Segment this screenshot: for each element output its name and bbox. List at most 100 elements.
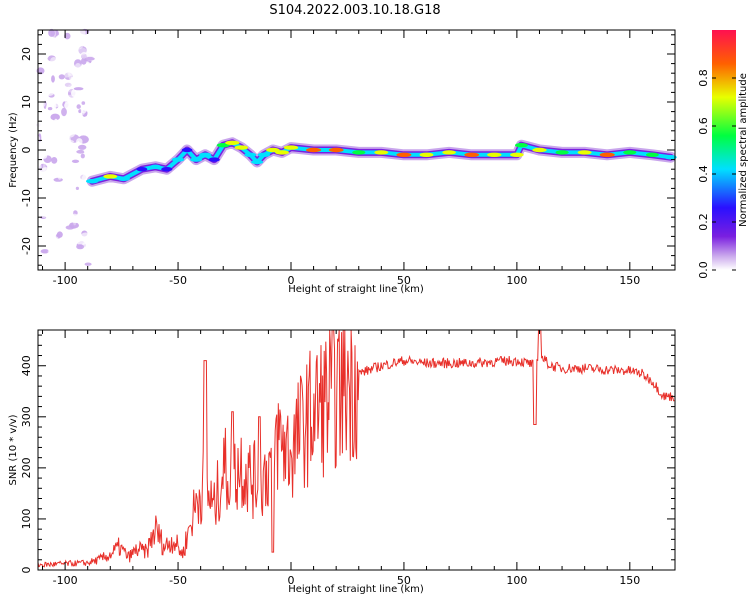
noise-speckle	[84, 262, 92, 266]
ridge-point	[555, 150, 569, 155]
noise-speckle	[182, 205, 188, 212]
noise-speckle	[81, 51, 87, 59]
noise-speckle	[64, 82, 72, 87]
noise-speckle	[85, 207, 89, 216]
noise-speckle	[58, 74, 65, 80]
noise-speckle	[57, 149, 61, 153]
noise-speckle	[57, 171, 62, 180]
noise-speckle	[79, 209, 90, 214]
noise-speckle	[65, 246, 73, 255]
noise-speckle	[97, 205, 104, 210]
y-tick-label: 400	[20, 355, 33, 376]
noise-speckle	[57, 138, 68, 148]
noise-speckle	[41, 150, 48, 159]
ridge-point	[510, 152, 524, 157]
noise-speckle	[123, 128, 128, 134]
noise-speckle	[43, 239, 47, 245]
noise-speckle	[80, 153, 85, 159]
noise-speckle	[60, 167, 71, 171]
ridge-point	[515, 143, 528, 148]
noise-speckle	[246, 234, 252, 238]
noise-speckle	[176, 193, 183, 197]
noise-speckle	[62, 215, 71, 224]
y-tick-label: 0	[20, 147, 33, 154]
noise-speckle	[81, 53, 87, 59]
noise-speckle	[200, 133, 206, 136]
noise-speckle	[37, 203, 45, 208]
noise-speckle	[98, 59, 104, 64]
figure-title: S104.2022.003.10.18.G18	[269, 3, 440, 18]
noise-speckle	[87, 243, 94, 248]
noise-speckle	[55, 263, 63, 271]
noise-speckle	[52, 102, 57, 110]
noise-speckle	[236, 50, 240, 54]
noise-speckle	[79, 73, 86, 79]
noise-speckle	[86, 253, 92, 259]
noise-speckle	[85, 235, 90, 240]
noise-speckle	[102, 262, 107, 266]
x-tick-label: 50	[397, 574, 411, 587]
noise-speckle	[48, 164, 60, 171]
ridge-point	[181, 147, 193, 153]
noise-speckle	[75, 255, 82, 260]
noise-speckle	[78, 144, 87, 150]
noise-speckle	[78, 69, 84, 74]
noise-speckle	[40, 120, 52, 126]
noise-speckle	[80, 111, 85, 115]
noise-speckle	[38, 164, 42, 170]
ridge-point	[149, 164, 162, 169]
snr-series	[37, 329, 675, 568]
noise-speckle	[77, 163, 87, 171]
noise-speckle	[41, 211, 47, 218]
noise-speckle	[86, 49, 94, 57]
noise-speckle	[129, 126, 135, 131]
noise-speckle	[131, 115, 137, 120]
noise-speckle	[51, 75, 55, 83]
x-tick-label: 0	[287, 274, 294, 287]
colorbar-label: Normalized spectral amplitude	[738, 73, 749, 227]
noise-speckle	[76, 203, 82, 209]
noise-speckle	[38, 192, 46, 198]
ridge-point	[199, 152, 212, 157]
noise-speckle	[77, 47, 87, 56]
noise-speckle	[39, 238, 47, 246]
noise-speckle	[65, 129, 76, 138]
x-tick-label: -100	[53, 274, 78, 287]
noise-speckle	[68, 233, 77, 238]
noise-speckle	[64, 143, 69, 149]
noise-speckle	[63, 149, 68, 156]
noise-speckle	[82, 93, 90, 97]
noise-speckle	[50, 198, 61, 203]
noise-speckle	[49, 110, 55, 115]
noise-speckle	[256, 214, 259, 221]
noise-speckle	[81, 57, 87, 65]
noise-speckle	[83, 40, 91, 46]
noise-speckle	[54, 48, 63, 54]
spectrogram-field	[32, 28, 682, 273]
noise-speckle	[50, 113, 60, 121]
noise-speckle	[86, 31, 95, 39]
colorbar-bar	[712, 30, 736, 270]
noise-speckle	[173, 30, 180, 34]
noise-speckle	[221, 227, 229, 231]
colorbar: 0.0 0.2 0.4 0.6 0.8 Normalized spectral ampl…	[697, 30, 749, 279]
colorbar-tick-label: 0.8	[697, 69, 710, 87]
snr-xlabel: Height of straight line (km)	[288, 584, 424, 595]
noise-speckle	[203, 114, 206, 119]
x-tick-label: 150	[619, 274, 640, 287]
noise-speckle	[69, 257, 75, 266]
noise-speckle	[77, 96, 82, 101]
noise-speckle	[59, 89, 65, 94]
noise-speckle	[77, 39, 82, 43]
y-tick-label: 0	[20, 567, 33, 574]
noise-speckle	[80, 219, 88, 224]
noise-speckle	[35, 127, 44, 136]
ridge-point	[577, 150, 592, 155]
noise-speckle	[42, 91, 54, 96]
ridge-point	[171, 157, 185, 162]
noise-speckle	[76, 138, 83, 146]
noise-speckle	[87, 245, 94, 252]
noise-speckle	[117, 114, 121, 120]
